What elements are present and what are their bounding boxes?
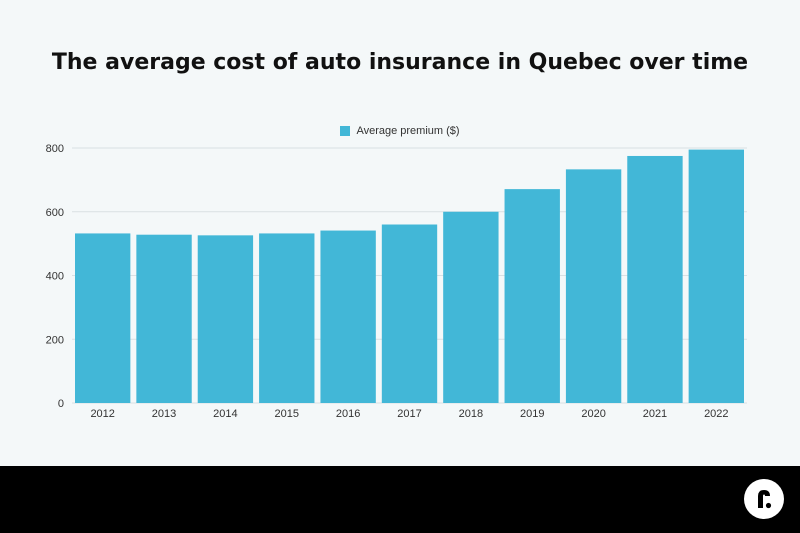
bar-2017 (381, 224, 438, 403)
legend-swatch (340, 126, 351, 136)
y-tick-label: 400 (46, 271, 64, 283)
x-tick-label: 2012 (90, 408, 114, 420)
bar-2016 (320, 230, 376, 403)
x-tick-label: 2021 (643, 408, 667, 420)
bar-2013 (136, 234, 192, 403)
y-tick-label: 600 (46, 207, 64, 219)
chart-title: The average cost of auto insurance in Qu… (51, 50, 749, 75)
bar-2020 (565, 169, 622, 403)
x-tick-label: 2016 (336, 408, 360, 420)
footer-bar (0, 466, 800, 533)
y-tick-label: 200 (46, 334, 64, 346)
x-tick-label: 2022 (704, 408, 728, 420)
bar-2022 (688, 149, 744, 403)
x-tick-label: 2014 (213, 408, 237, 420)
bar-2021 (627, 155, 683, 403)
chart-legend: Average premium ($) (0, 125, 800, 137)
x-tick-label: 2019 (520, 408, 544, 420)
y-tick-label: 800 (46, 143, 64, 155)
x-tick-label: 2015 (275, 408, 299, 420)
bar-2019 (504, 189, 560, 403)
bar-chart: 0 200 400 600 800 2012 2013 2014 2015 2016 2017 201… (46, 143, 747, 420)
x-tick-label: 2017 (397, 408, 421, 420)
bar-2015 (259, 233, 315, 403)
brand-logo-icon (744, 479, 784, 519)
y-tick-label: 0 (58, 398, 64, 410)
x-tick-label: 2013 (152, 408, 176, 420)
x-tick-label: 2018 (459, 408, 483, 420)
x-tick-label: 2020 (581, 408, 605, 420)
bar-2014 (197, 235, 254, 403)
bar-2018 (443, 211, 499, 403)
bar-2012 (75, 233, 131, 403)
legend-label: Average premium ($) (356, 125, 460, 137)
